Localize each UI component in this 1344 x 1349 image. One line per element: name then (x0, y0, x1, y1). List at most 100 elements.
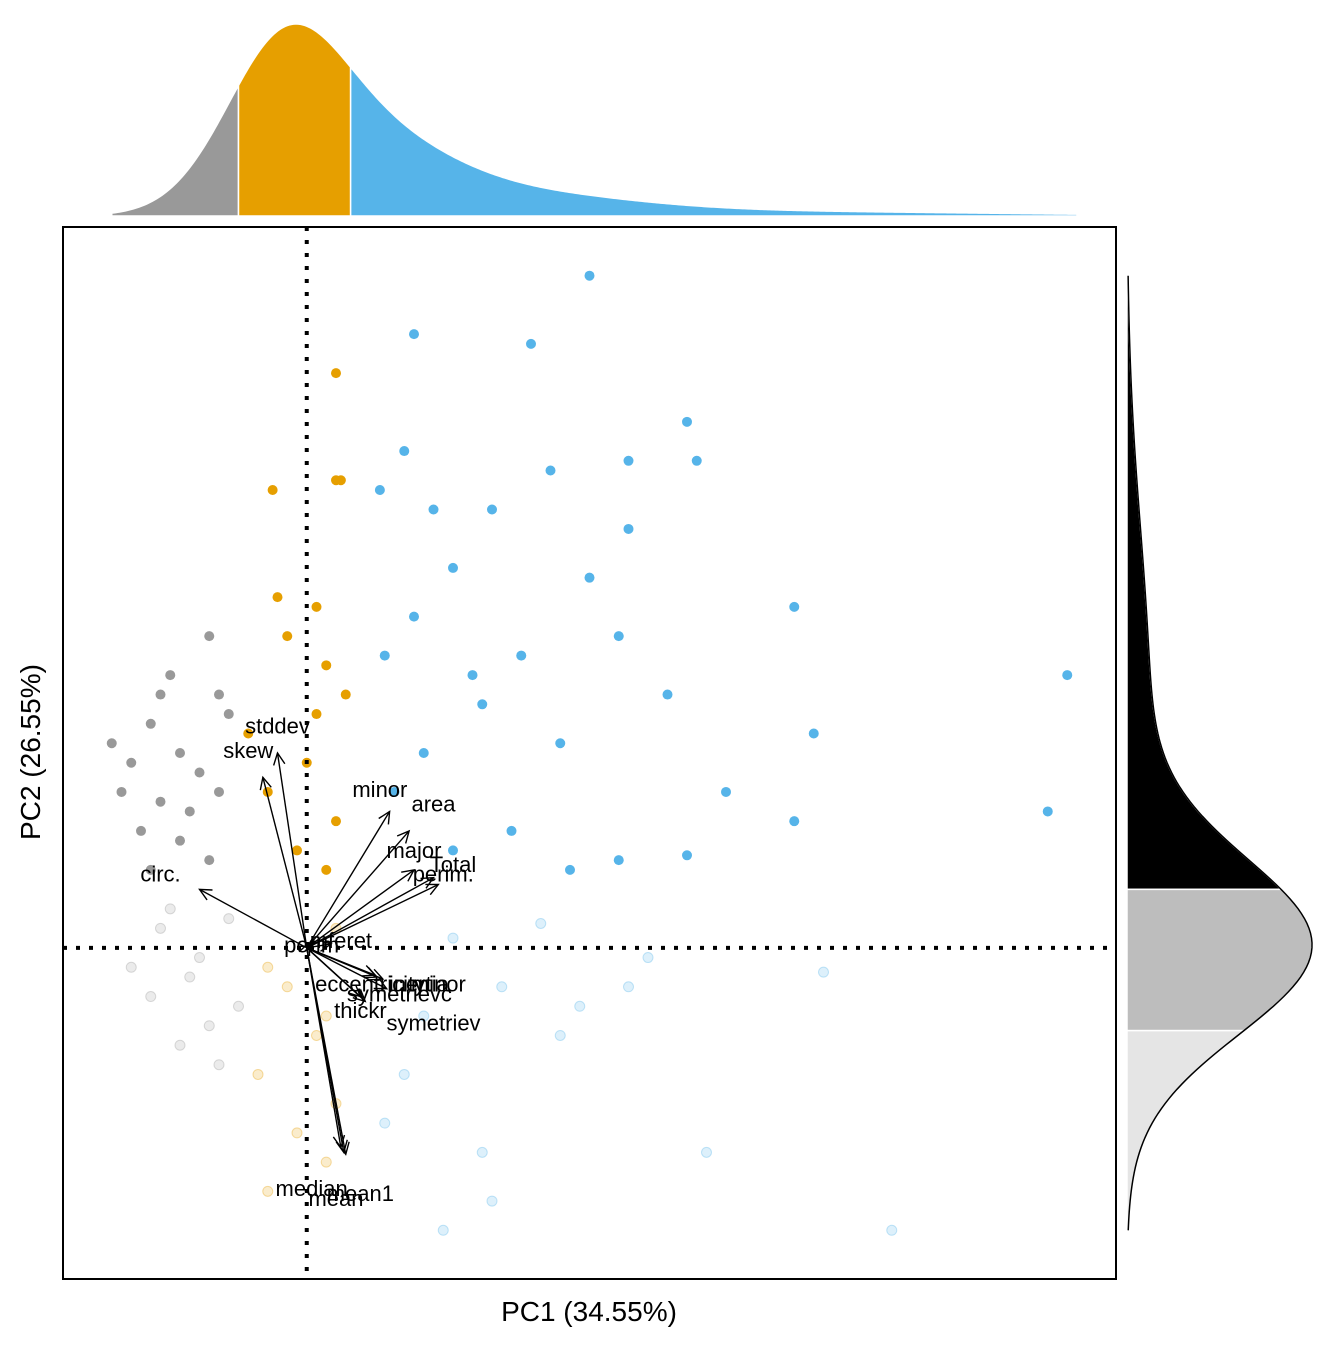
loading-arrowhead (363, 966, 379, 979)
faded-point (164, 903, 176, 915)
faded-point (379, 1117, 391, 1129)
loading-arrow (306, 877, 434, 949)
reference-lines (63, 227, 1116, 1279)
data-point (409, 611, 419, 622)
faded-point (252, 1068, 264, 1080)
faded-point (554, 1029, 566, 1041)
loading-arrowhead (352, 989, 367, 1003)
loading-arrowhead (401, 868, 416, 882)
data-point (399, 446, 410, 457)
faded-point (125, 961, 137, 973)
data-point (565, 864, 575, 875)
data-point (555, 738, 566, 749)
loading-label: minor (352, 777, 407, 802)
loading-arrow (306, 943, 332, 949)
data-point (145, 864, 156, 875)
density-segment-mid (237, 23, 352, 217)
loading-label: stddev (245, 714, 310, 739)
loading-label: major (386, 838, 441, 863)
loading-label: mferet (310, 928, 372, 953)
loading-arrowhead (198, 888, 213, 901)
density-segment-bottom (1126, 1029, 1247, 1232)
loading-arrow (306, 947, 388, 990)
data-point (175, 748, 185, 758)
data-point (292, 845, 302, 856)
data-point (243, 728, 254, 739)
faded-point (194, 952, 205, 964)
loading-label: skew (223, 738, 273, 763)
data-point (311, 601, 322, 612)
loading-label: minor (411, 972, 466, 997)
loading-arrowhead (298, 941, 311, 956)
faded-point (818, 966, 829, 978)
data-point (204, 855, 215, 866)
right-marginal-density (1126, 274, 1313, 1232)
faded-point (642, 952, 654, 964)
data-point (789, 601, 800, 612)
data-point (116, 786, 127, 797)
loading-arrow (306, 869, 415, 949)
faded-point (213, 1059, 225, 1071)
faded-point (447, 932, 459, 944)
loading-label: inertia (389, 972, 450, 997)
faded-point (233, 1000, 244, 1012)
faded-point (145, 991, 157, 1003)
data-point (506, 825, 517, 836)
data-point (331, 368, 341, 379)
data-point (155, 689, 166, 700)
loading-arrowhead (272, 751, 286, 766)
data-point (662, 689, 673, 700)
data-point (516, 650, 527, 661)
faded-point (291, 1127, 303, 1139)
loading-arrow (276, 752, 308, 948)
data-point (526, 338, 536, 349)
data-point (682, 416, 692, 427)
faded-point (262, 961, 274, 973)
faded-point (320, 1010, 332, 1022)
data-point (409, 329, 419, 340)
data-point (623, 523, 634, 534)
loading-arrowhead (337, 1141, 350, 1156)
data-point (340, 689, 351, 700)
plot-panel-border (62, 226, 1117, 1280)
faded-point (203, 1020, 215, 1032)
data-point (584, 572, 595, 583)
data-point (214, 786, 224, 797)
data-point (321, 864, 332, 875)
loading-arrow (199, 888, 308, 949)
data-point (487, 504, 497, 515)
loading-label: circ. (140, 862, 180, 887)
data-point (691, 455, 702, 466)
data-point (194, 767, 205, 778)
data-point (262, 786, 273, 797)
data-point (145, 718, 156, 729)
data-point (155, 796, 166, 807)
faded-point (262, 1185, 274, 1197)
loading-label: Total (430, 852, 476, 877)
loading-label: thickr (334, 998, 387, 1023)
data-point (214, 689, 224, 700)
faded-point (320, 1156, 332, 1168)
data-point (335, 475, 346, 486)
data-point (374, 485, 385, 495)
loading-label: perim (284, 933, 339, 958)
highlighted-points-layer (106, 270, 1073, 875)
faded-point (184, 971, 196, 983)
density-segment-top (1126, 274, 1283, 891)
loading-label: perim. (413, 862, 474, 887)
loading-label: symetrievc (347, 981, 452, 1006)
data-point (389, 786, 400, 797)
faded-point (886, 1224, 898, 1236)
loading-labels: stddevskewminorareamajorTotalperim.circ.… (140, 714, 480, 1211)
loading-label: eccentricity (315, 972, 425, 997)
density-segment-middle (1126, 888, 1313, 1032)
loading-label: symetriev (386, 1011, 480, 1036)
faded-point (701, 1146, 712, 1158)
loading-arrow (306, 947, 366, 1002)
faded-point (476, 1146, 488, 1158)
loading-arrowhead (396, 829, 411, 844)
data-point (613, 855, 624, 866)
loading-label: mean (308, 1186, 363, 1211)
density-segment-low (111, 84, 240, 217)
